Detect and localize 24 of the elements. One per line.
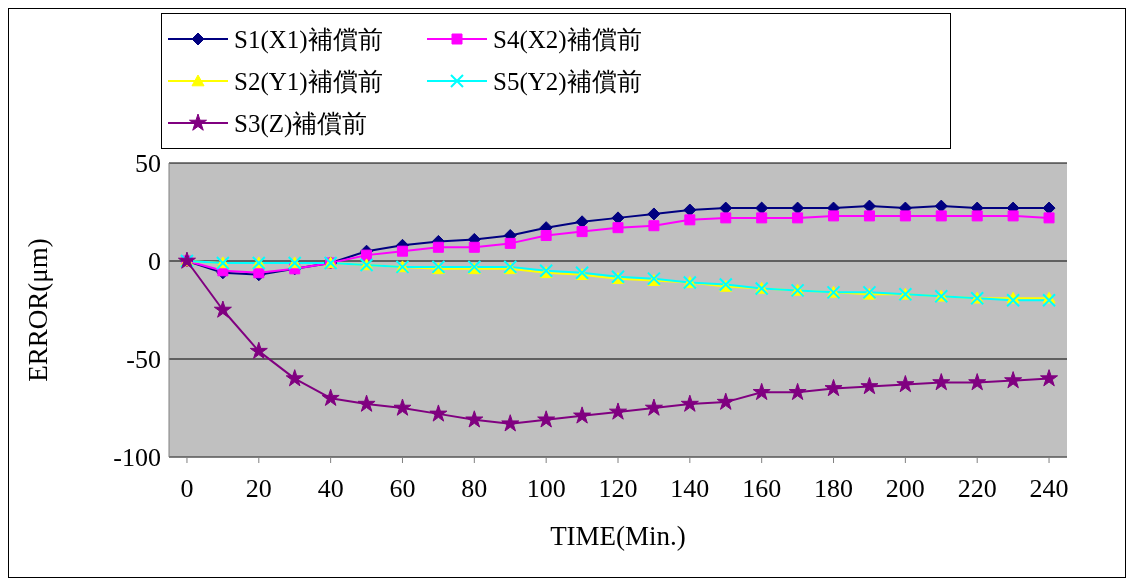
x-tick-label: 20 (245, 474, 272, 503)
x-tick-label: 160 (742, 474, 782, 503)
x-tick-label: 80 (461, 474, 488, 503)
x-tick-label: 60 (389, 474, 416, 503)
y-tick-label: 50 (135, 149, 161, 178)
x-tick-label: 220 (957, 474, 997, 503)
x-tick-label: 120 (598, 474, 638, 503)
x-tick-label: 100 (526, 474, 566, 503)
x-tick-label: 180 (814, 474, 854, 503)
legend-label: S1(X1)補償前 (234, 24, 383, 56)
x-tick-label: 200 (885, 474, 925, 503)
x-tick-label: 240 (1029, 474, 1069, 503)
legend-label: S2(Y1)補償前 (234, 66, 383, 98)
y-axis-title: ERROR(μm) (22, 238, 53, 382)
legend-label: S3(Z)補償前 (234, 108, 368, 140)
x-tick-label: 40 (317, 474, 344, 503)
y-tick-label: -50 (126, 345, 161, 374)
y-tick-label: 0 (148, 247, 161, 276)
x-tick-label: 0 (180, 474, 194, 503)
x-axis-title: TIME(Min.) (550, 521, 686, 551)
y-tick-label: -100 (113, 443, 161, 472)
x-tick-label: 140 (670, 474, 710, 503)
legend-label: S4(X2)補償前 (493, 24, 642, 56)
legend-label: S5(Y2)補償前 (493, 66, 642, 98)
